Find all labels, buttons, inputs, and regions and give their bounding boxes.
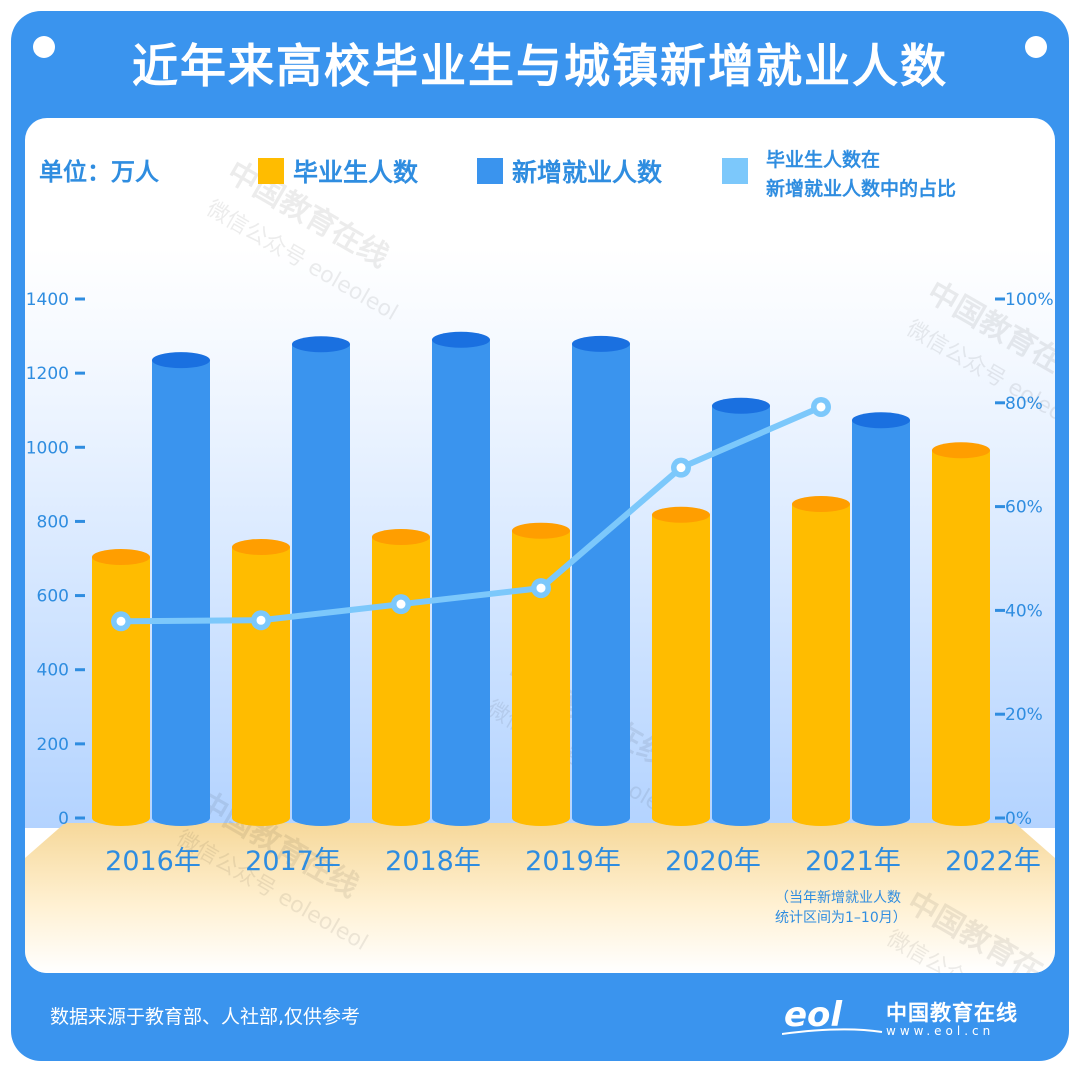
x-tick-label: 2022年 <box>945 846 1041 877</box>
bar-graduates-top <box>232 539 290 556</box>
legend-swatch-ratio <box>722 158 748 184</box>
x-tick-label: 2020年 <box>665 846 761 877</box>
bar-graduates-top <box>372 528 430 545</box>
legend-swatch-graduates <box>258 158 284 184</box>
bar-employment-top <box>572 335 630 352</box>
y-left-tick-label: 1000 <box>26 438 69 458</box>
bar-graduates-body <box>372 536 430 818</box>
ratio-point-center <box>816 402 826 412</box>
bar-employment-body <box>572 343 630 818</box>
x-tick-label: 2021年 <box>805 846 901 877</box>
y-left-tick-label: 200 <box>37 735 69 755</box>
y-left-tick-label: 1400 <box>26 290 69 310</box>
bar-employment-base <box>292 810 350 826</box>
chart-title: 近年来高校毕业生与城镇新增就业人数 <box>132 39 948 93</box>
legend-label-graduates: 毕业生人数 <box>293 158 419 187</box>
bar-employment-body <box>292 344 350 818</box>
x-tick-label: 2017年 <box>245 846 341 877</box>
bar-employment-base <box>432 810 490 826</box>
bar-graduates-base <box>792 810 850 826</box>
legend-label-ratio-1: 毕业生人数在 <box>766 148 880 171</box>
bar-graduates-body <box>792 504 850 818</box>
bar-employment-base <box>152 810 210 826</box>
y-left-tick-label: 800 <box>37 512 69 532</box>
bar-employment-top <box>152 352 210 369</box>
logo-name: 中国教育在线 <box>886 1001 1018 1025</box>
y-right-tick-label: 20% <box>1005 705 1043 725</box>
ratio-point-center <box>536 583 546 593</box>
y-right-tick-label: 80% <box>1005 394 1043 414</box>
y-left-tick-label: 1200 <box>26 364 69 384</box>
unit-label: 单位：万人 <box>39 158 159 186</box>
punch-hole-right <box>1025 36 1047 58</box>
bar-graduates-body <box>232 547 290 818</box>
bar-employment-top <box>292 336 350 353</box>
bar-graduates-top <box>512 522 570 539</box>
x-tick-label: 2018年 <box>385 846 481 877</box>
bar-employment-body <box>152 360 210 818</box>
y-left-tick-label: 600 <box>37 587 69 607</box>
y-right-tick-label: 100% <box>1005 290 1054 310</box>
bar-employment-base <box>852 810 910 826</box>
y-right-tick-label: 40% <box>1005 601 1043 621</box>
logo-mark: eol <box>784 995 843 1035</box>
bar-graduates-base <box>372 810 430 826</box>
y-left-tick-label: 400 <box>37 661 69 681</box>
bar-graduates-body <box>92 557 150 818</box>
punch-hole-left <box>33 36 55 58</box>
bar-graduates-base <box>652 810 710 826</box>
legend-swatch-employment <box>477 158 503 184</box>
bar-employment-body <box>852 420 910 818</box>
y-right-tick-label: 0% <box>1005 809 1032 829</box>
bar-graduates-base <box>92 810 150 826</box>
x-tick-label: 2016年 <box>105 846 201 877</box>
ratio-point-center <box>396 599 406 609</box>
legend-label-ratio-2: 新增就业人数中的占比 <box>766 177 956 200</box>
logo-url: www.eol.cn <box>886 1024 995 1038</box>
bar-employment-top <box>712 397 770 414</box>
ratio-line <box>120 404 823 625</box>
x-tick-label: 2019年 <box>525 846 621 877</box>
footnote-line-2: 统计区间为1–10月） <box>775 910 907 926</box>
y-left-tick-label: 0 <box>58 809 69 829</box>
bar-employment-base <box>712 810 770 826</box>
bar-graduates-base <box>232 810 290 826</box>
bar-employment-top <box>852 412 910 429</box>
bar-employment-base <box>572 810 630 826</box>
legend-label-employment: 新增就业人数 <box>512 158 663 187</box>
footnote-line-1: （当年新增就业人数 <box>775 890 901 906</box>
bar-graduates-top <box>932 442 990 459</box>
eol-logo-icon: eol <box>782 995 883 1035</box>
source-note: 数据来源于教育部、人社部,仅供参考 <box>50 1006 361 1028</box>
plot-floor <box>25 823 1055 973</box>
ratio-point-center <box>256 615 266 625</box>
bar-employment-body <box>432 339 490 818</box>
bar-employment-top <box>432 331 490 348</box>
bar-graduates-top <box>652 506 710 523</box>
bar-graduates-body <box>932 450 990 818</box>
y-right-tick-label: 60% <box>1005 498 1043 518</box>
bar-graduates-body <box>652 514 710 818</box>
bar-graduates-top <box>92 549 150 566</box>
bar-graduates-base <box>512 810 570 826</box>
ratio-point-center <box>676 463 686 473</box>
ratio-point-center <box>116 616 126 626</box>
bar-graduates-top <box>792 496 850 513</box>
bar-employment-body <box>712 405 770 818</box>
bar-graduates-base <box>932 810 990 826</box>
